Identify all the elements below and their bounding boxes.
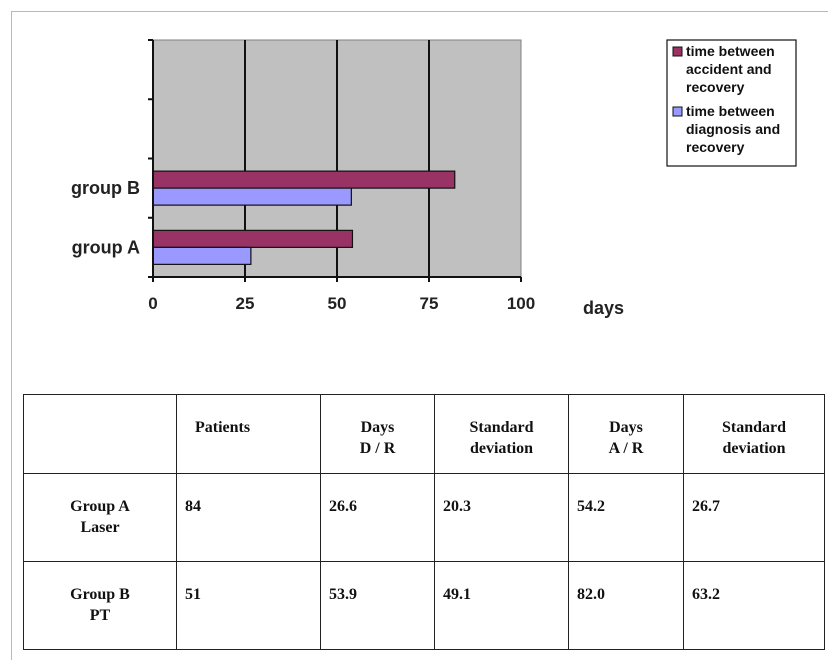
row-name-cell: Group B PT	[23, 561, 177, 650]
value-cell-sd-ar: 26.7	[683, 473, 825, 562]
value-cell-sd-dr: 49.1	[434, 561, 569, 650]
table-row-group-a: Group A Laser 84 26.6 20.3 54.2 26.7	[23, 473, 825, 562]
legend-entry-text: time between	[686, 43, 775, 59]
header-cell-days-dr: Days D / R	[320, 394, 435, 474]
bar-group-a-series-2	[152, 246, 252, 265]
value-cell-days-ar: 82.0	[568, 561, 684, 650]
bar-group-b-series-2	[152, 187, 352, 206]
bar-group-b-series-1	[152, 170, 456, 189]
legend-box	[666, 39, 797, 167]
x-tick-label: 50	[328, 294, 347, 313]
header-cell-empty	[23, 394, 177, 474]
value-cell-days-ar: 54.2	[568, 473, 684, 562]
value-cell-patients: 51	[176, 561, 321, 650]
value-cell-days-dr: 26.6	[320, 473, 435, 562]
x-axis-label: days	[583, 298, 624, 318]
legend-entry-text: diagnosis and	[686, 121, 780, 137]
legend-entry-text: accident and	[686, 61, 772, 77]
header-cell-days-ar: Days A / R	[568, 394, 684, 474]
header-cell-sd-dr: Standard deviation	[434, 394, 569, 474]
x-tick-label: 75	[420, 294, 439, 313]
x-tick-label: 0	[148, 294, 157, 313]
table-row-group-b: Group B PT 51 53.9 49.1 82.0 63.2	[23, 561, 825, 650]
legend-swatch	[672, 46, 683, 57]
x-tick-label: 25	[236, 294, 255, 313]
legend-swatch	[672, 106, 683, 117]
legend-entry-text: recovery	[686, 79, 745, 95]
value-cell-patients: 84	[176, 473, 321, 562]
x-tick-label: 100	[507, 294, 535, 313]
figure-frame	[11, 11, 828, 660]
row-name-cell: Group A Laser	[23, 473, 177, 562]
bar-group-a-series-1	[152, 229, 354, 248]
header-cell-sd-ar: Standard deviation	[683, 394, 825, 474]
legend-entry-text: time between	[686, 103, 775, 119]
value-cell-sd-dr: 20.3	[434, 473, 569, 562]
category-label: group A	[72, 237, 140, 257]
category-label: group B	[71, 178, 140, 198]
statistics-table: Patients Days D / R Standard deviation Day…	[23, 394, 825, 650]
header-cell-patients: Patients	[176, 394, 321, 474]
table-header-row: Patients Days D / R Standard deviation Day…	[23, 394, 825, 474]
legend-entry-text: recovery	[686, 139, 745, 155]
value-cell-sd-ar: 63.2	[683, 561, 825, 650]
value-cell-days-dr: 53.9	[320, 561, 435, 650]
bar-chart: group A group B 0 25 50 75 100 days time between…	[71, 39, 797, 318]
